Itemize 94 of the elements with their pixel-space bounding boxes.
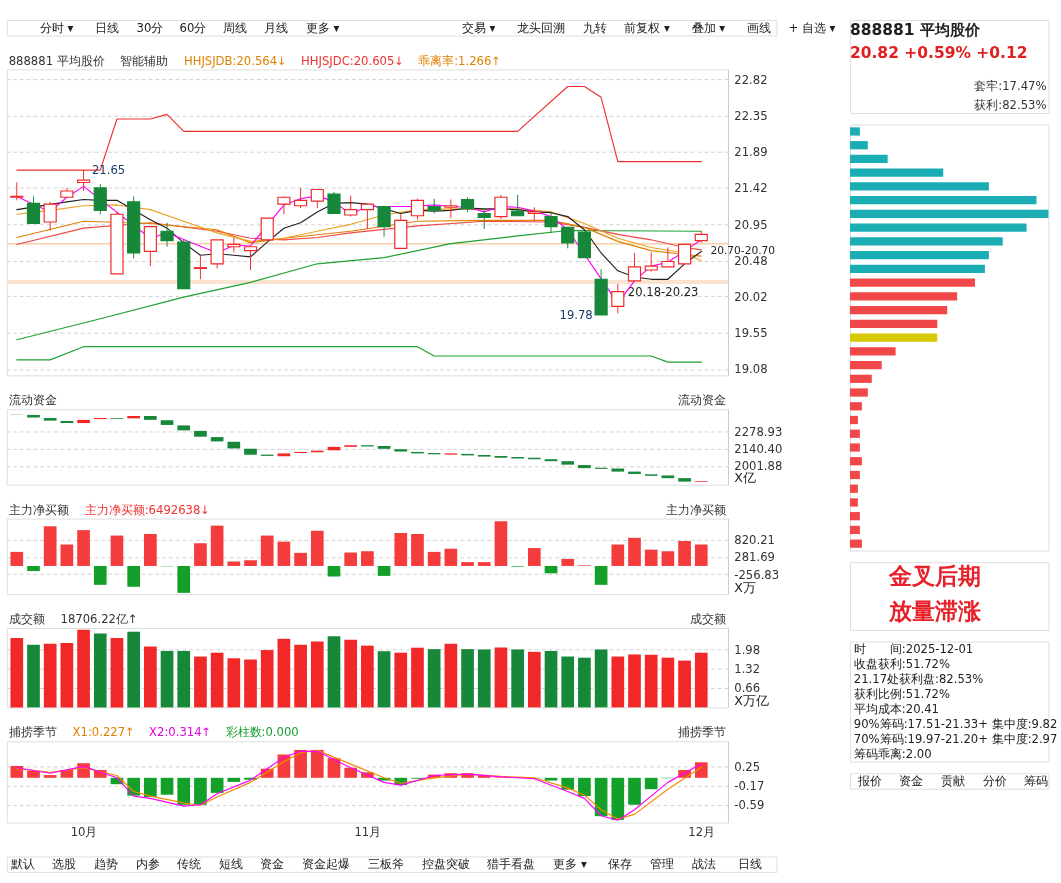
text: 60分 bbox=[179, 20, 207, 35]
text: 龙头回溯 bbox=[516, 20, 565, 35]
text: 前复权 ▾ bbox=[624, 20, 671, 35]
chart-title: 主力净买额 bbox=[8, 502, 69, 517]
text: 更多 ▾ bbox=[553, 857, 587, 872]
text: 分时 ▾ bbox=[39, 20, 74, 35]
y-tick-label: -0.17 bbox=[734, 778, 765, 793]
chart-title: 流动资金 bbox=[8, 393, 57, 408]
chart-title: 成交额 bbox=[8, 612, 45, 627]
text: 获利比例:51.72% bbox=[853, 687, 951, 702]
text: 月线 bbox=[264, 20, 289, 35]
text: 三板斧 bbox=[367, 857, 404, 872]
text: 彩柱数:0.000 bbox=[225, 725, 299, 740]
text: 90%筹码:17.51-21.33+ 集中度:9.82 bbox=[853, 717, 1058, 732]
text: 资金起爆 bbox=[302, 857, 351, 872]
y-tick-label: 20.48 bbox=[734, 254, 768, 269]
y-tick-label: 0.25 bbox=[734, 759, 761, 774]
text: 战法 bbox=[691, 857, 716, 872]
chart-title: 捕捞季节 bbox=[677, 725, 726, 740]
text: 短线 bbox=[218, 857, 243, 872]
annotation: 21.65 bbox=[91, 162, 126, 177]
text: 分价 bbox=[982, 773, 1007, 788]
text: 888881 平均股价 bbox=[849, 20, 981, 39]
y-tick-label: -0.59 bbox=[734, 798, 765, 813]
text: 收盘获利:51.72% bbox=[853, 657, 951, 672]
text: 内参 bbox=[135, 857, 160, 872]
y-axis-title: X亿 bbox=[734, 470, 756, 486]
text: 叠加 ▾ bbox=[691, 20, 726, 35]
x-tick-label: 12月 bbox=[688, 824, 716, 839]
chart-title: 捕捞季节 bbox=[8, 725, 57, 740]
band-label: 20.18-20.23 bbox=[627, 284, 699, 299]
text: 默认 bbox=[9, 857, 35, 872]
text: 主力净买额:6492638↓ bbox=[84, 502, 211, 517]
text: 贡献 bbox=[940, 773, 965, 788]
text: 选股 bbox=[52, 857, 77, 872]
y-tick-label: 20.95 bbox=[734, 217, 768, 232]
annotation: 19.78 bbox=[559, 307, 593, 322]
text: 报价 bbox=[856, 773, 882, 788]
y-tick-label: 22.35 bbox=[734, 109, 768, 124]
text: 套牢:17.47% bbox=[974, 78, 1047, 93]
text: 资金 bbox=[899, 773, 924, 788]
text: 日线 bbox=[737, 857, 762, 872]
text: 传统 bbox=[177, 857, 202, 872]
text: 交易 ▾ bbox=[461, 20, 496, 35]
text: 乖离率:1.266↑ bbox=[418, 53, 502, 68]
text: 控盘突破 bbox=[421, 857, 470, 872]
y-tick-label: 2140.40 bbox=[734, 442, 783, 457]
y-tick-label: 21.89 bbox=[734, 144, 768, 159]
y-tick-label: 19.08 bbox=[734, 362, 768, 377]
text: 管理 bbox=[650, 857, 675, 872]
text: HHJSJDB:20.564↓ bbox=[183, 53, 287, 68]
chart-title: 流动资金 bbox=[677, 393, 726, 408]
text: 筹码 bbox=[1024, 773, 1049, 788]
y-tick-label: 1.32 bbox=[734, 661, 761, 676]
y-tick-label: 820.21 bbox=[734, 533, 775, 548]
text: 时 间:2025-12-01 bbox=[853, 642, 974, 657]
x-tick-label: 10月 bbox=[70, 824, 98, 839]
text: 18706.22亿↑ bbox=[60, 612, 138, 627]
y-tick-label: 22.82 bbox=[734, 72, 768, 87]
chart-title: 成交额 bbox=[689, 612, 726, 627]
text: 21.17处获利盘:82.53% bbox=[853, 672, 984, 687]
y-tick-label: -256.83 bbox=[734, 567, 780, 582]
text: 智能辅助 bbox=[120, 53, 169, 68]
text: 画线 bbox=[746, 20, 771, 35]
text: 保存 bbox=[608, 857, 633, 872]
text: 获利:82.53% bbox=[974, 98, 1047, 113]
text: X2:0.314↑ bbox=[149, 725, 212, 740]
chart-title: 主力净买额 bbox=[665, 502, 726, 517]
x-tick-label: 11月 bbox=[354, 824, 382, 839]
text: + 自选 ▾ bbox=[788, 20, 836, 35]
y-tick-label: 20.02 bbox=[734, 289, 768, 304]
y-tick-label: 21.42 bbox=[734, 181, 768, 196]
text: 30分 bbox=[136, 20, 164, 35]
text: 周线 bbox=[222, 20, 247, 35]
y-tick-label: 281.69 bbox=[734, 550, 775, 565]
text: 日线 bbox=[94, 20, 119, 35]
y-axis-title: X万 bbox=[734, 579, 756, 595]
text: 平均成本:20.41 bbox=[853, 702, 939, 717]
chart-title: 888881 平均股价 bbox=[8, 53, 105, 68]
y-tick-label: 19.55 bbox=[734, 326, 768, 341]
text: X1:0.227↑ bbox=[72, 725, 135, 740]
text: 九转 bbox=[582, 20, 607, 35]
text: 趋势 bbox=[93, 857, 118, 872]
text: 猎手看盘 bbox=[487, 857, 536, 872]
y-tick-label: 2278.93 bbox=[734, 424, 783, 439]
text: 更多 ▾ bbox=[305, 20, 340, 35]
y-tick-label: 1.98 bbox=[734, 642, 761, 657]
text: 资金 bbox=[260, 857, 285, 872]
text: 20.82 +0.59% +0.12 bbox=[849, 43, 1028, 62]
text: HHJSJDC:20.605↓ bbox=[301, 53, 405, 68]
text: 金叉后期 bbox=[887, 562, 981, 590]
text: 70%筹码:19.97-21.20+ 集中度:2.97 bbox=[853, 732, 1058, 747]
text: 放量滞涨 bbox=[887, 597, 982, 625]
text: 筹码乖离:2.00 bbox=[853, 747, 932, 762]
